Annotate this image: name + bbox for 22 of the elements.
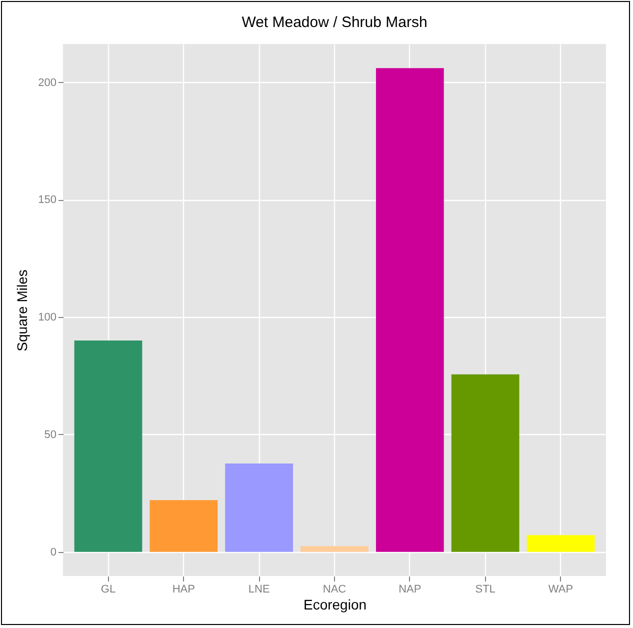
y-tick-label: 50 [44,428,56,441]
x-tick-label: HAP [172,584,195,596]
bar [451,374,520,552]
x-axis-title: Ecoregion [303,596,367,612]
x-tick-label: LNE [248,584,270,596]
x-tick-label: WAP [548,584,574,596]
bar [74,340,142,552]
x-tick-label: GL [100,584,116,596]
bar [526,535,595,552]
y-axis-title: Square Miles [14,270,30,352]
bar [225,464,294,552]
chart-title: Wet Meadow / Shrub Marsh [242,14,428,31]
x-tick-label: NAC [322,584,346,596]
bar [376,68,444,552]
y-tick-label: 0 [50,546,56,558]
x-tick-label: STL [475,584,496,596]
y-tick-label: 200 [38,76,56,89]
bar [150,500,218,552]
x-tick-label: NAP [398,584,422,596]
bar [300,546,368,552]
y-tick-label: 100 [38,312,56,324]
y-tick-label: 150 [38,194,56,206]
